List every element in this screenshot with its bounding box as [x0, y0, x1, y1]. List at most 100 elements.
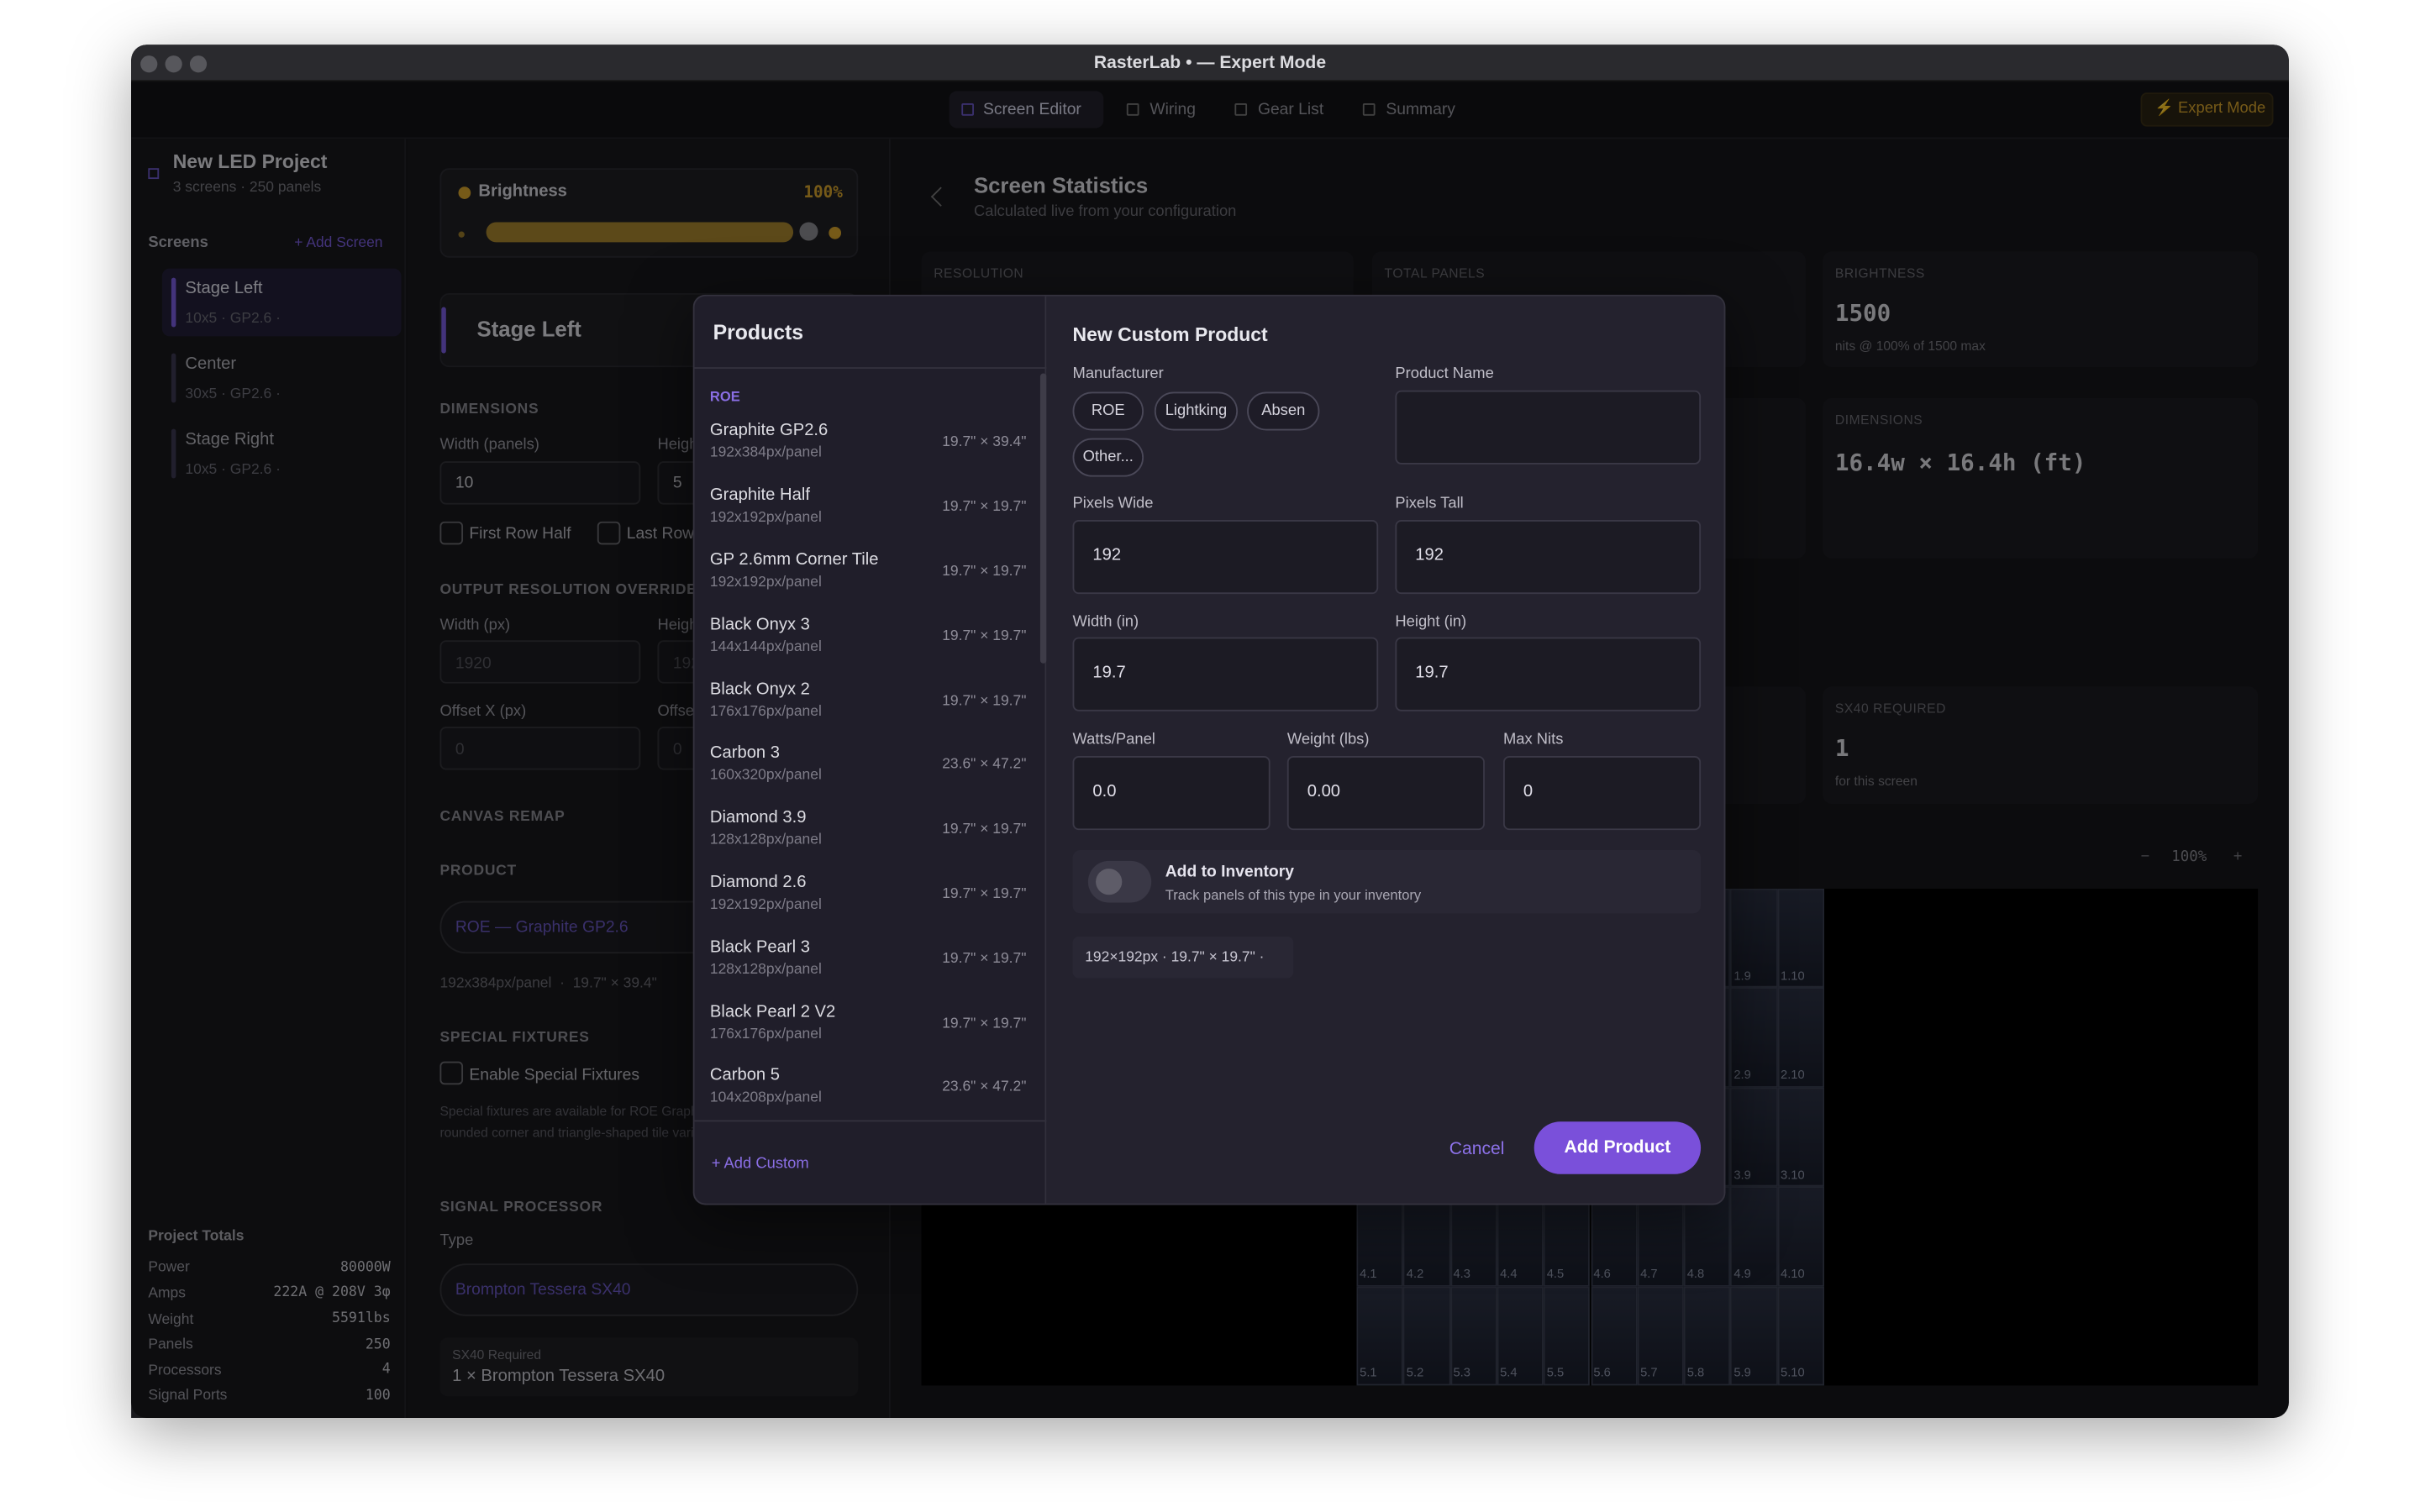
cancel-button[interactable]: Cancel	[1449, 1140, 1505, 1159]
tab[interactable]: Gear List	[1257, 99, 1324, 118]
input-value: 0.00	[1307, 782, 1341, 801]
total-label: Panels	[148, 1336, 193, 1354]
chip-label: ROE	[1091, 402, 1125, 419]
zoom-in[interactable]: +	[2233, 848, 2243, 866]
panel-cell[interactable]	[1777, 1087, 1824, 1187]
chip-label: Absen	[1261, 402, 1306, 419]
checkbox[interactable]	[439, 521, 464, 545]
panel-cell[interactable]	[1730, 988, 1778, 1088]
tab[interactable]: Summary	[1386, 99, 1455, 118]
panel-cell[interactable]	[1730, 888, 1778, 989]
product-name[interactable]: Diamond 3.9	[709, 808, 807, 827]
zoom-out[interactable]: −	[2140, 848, 2150, 866]
tab[interactable]: Wiring	[1150, 99, 1197, 118]
tab[interactable]: Screen Editor	[983, 99, 1081, 118]
panel-cell[interactable]	[1730, 1286, 1778, 1386]
screen-name[interactable]: Stage Right	[185, 430, 274, 450]
window-control[interactable]	[140, 55, 158, 73]
screen-name[interactable]: Stage Left	[185, 279, 263, 299]
input[interactable]	[439, 727, 641, 770]
submit-button[interactable]	[1534, 1121, 1702, 1174]
form-input[interactable]	[1395, 390, 1702, 465]
slider-knob[interactable]	[799, 222, 818, 241]
panel-cell[interactable]	[1544, 1286, 1591, 1386]
window-title: RasterLab • — Expert Mode	[1093, 54, 1327, 73]
product-name[interactable]: Graphite GP2.6	[709, 421, 829, 441]
panel-cell[interactable]	[1449, 1286, 1497, 1386]
stat-label: BRIGHTNESS	[1834, 265, 1925, 281]
panel-cell[interactable]	[1356, 1286, 1404, 1386]
slider-track[interactable]	[486, 222, 794, 243]
stat-label: TOTAL PANELS	[1384, 265, 1486, 281]
checkbox[interactable]	[597, 521, 621, 545]
section-title: SPECIAL FIXTURES	[439, 1029, 590, 1047]
input[interactable]	[439, 461, 641, 505]
product-name[interactable]: Black Pearl 3	[709, 937, 810, 957]
panel-cell[interactable]	[1730, 1186, 1778, 1287]
panel-cell[interactable]	[1590, 1286, 1638, 1386]
stat-card	[1823, 397, 2259, 559]
product-spec: 192x384px/panel	[709, 444, 822, 462]
screen-name[interactable]: Center	[185, 354, 237, 375]
product-pane	[694, 296, 1047, 1204]
product-spec: 128x128px/panel	[709, 832, 822, 849]
panel-cell[interactable]	[1497, 1286, 1544, 1386]
section-title: PRODUCT	[439, 863, 517, 880]
panel-cell[interactable]	[1403, 1286, 1450, 1386]
processor-select[interactable]	[439, 1263, 859, 1316]
panel-cell[interactable]	[1684, 1286, 1731, 1386]
product-size: 19.7" × 39.4"	[942, 433, 1027, 451]
product-name[interactable]: Diamond 2.6	[709, 873, 807, 892]
panel-cell[interactable]	[1777, 888, 1824, 989]
window-control[interactable]	[165, 55, 182, 73]
input-placeholder: 0	[672, 739, 682, 759]
form-input[interactable]	[1072, 756, 1270, 831]
form-input[interactable]	[1395, 637, 1702, 711]
panel-cell[interactable]	[1777, 1286, 1824, 1386]
expert-button[interactable]	[2140, 92, 2274, 127]
brightness-label: Brightness	[478, 182, 567, 202]
form-input[interactable]	[1395, 519, 1702, 595]
product-name[interactable]: Black Onyx 2	[709, 680, 810, 699]
form-input[interactable]	[1502, 756, 1702, 831]
product-selected: ROE — Graphite GP2.6	[455, 917, 629, 937]
product-name[interactable]: Black Onyx 3	[709, 615, 810, 634]
add-screen[interactable]: + Add Screen	[294, 234, 383, 253]
panel-cell[interactable]	[1777, 988, 1824, 1088]
panel-cell[interactable]	[1730, 1087, 1778, 1187]
screen-meta: 30x5 · GP2.6 ·	[185, 386, 281, 404]
product-name[interactable]: GP 2.6mm Corner Tile	[709, 550, 879, 570]
product-size: 19.7" × 19.7"	[942, 885, 1027, 903]
product-spec: 192x192px/panel	[709, 509, 822, 527]
product-name[interactable]: Graphite Half	[709, 486, 810, 505]
form-input[interactable]	[1072, 519, 1379, 595]
product-name[interactable]: Black Pearl 2 V2	[709, 1001, 836, 1021]
processor-required	[439, 1337, 859, 1397]
form-title: New Custom Product	[1072, 324, 1268, 346]
panel-cell[interactable]	[1777, 1186, 1824, 1287]
checkbox-label: First Row Half	[469, 523, 571, 543]
stat-note: nits @ 100% of 1500 max	[1834, 338, 1986, 354]
manufacturer-chip[interactable]	[1154, 391, 1239, 431]
form-input[interactable]	[1072, 637, 1379, 711]
product-spec: 192x384px/panel · 19.7" × 39.4"	[439, 975, 657, 993]
product-name[interactable]: Carbon 5	[709, 1066, 781, 1085]
checkbox[interactable]	[439, 1061, 464, 1085]
product-name[interactable]: Carbon 3	[709, 743, 781, 763]
product-spec: 192x192px/panel	[709, 896, 822, 914]
window-control[interactable]	[189, 55, 208, 73]
section-title: OUTPUT RESOLUTION OVERRIDE	[439, 582, 697, 600]
add-custom[interactable]: + Add Custom	[711, 1155, 809, 1173]
field-label: Max Nits	[1502, 731, 1564, 748]
panel-label: 4.4	[1500, 1266, 1518, 1281]
input-placeholder: 1920	[455, 654, 492, 673]
manufacturer-chip[interactable]	[1072, 391, 1144, 431]
panel-cell[interactable]	[1637, 1286, 1685, 1386]
form-input[interactable]	[1286, 756, 1485, 831]
input[interactable]	[439, 640, 641, 684]
tab-bar	[131, 81, 2289, 139]
checkbox-label: Enable Special Fixtures	[469, 1065, 639, 1084]
manufacturer-chip[interactable]	[1247, 391, 1320, 431]
active-tab	[949, 91, 1104, 129]
manufacturer-chip[interactable]	[1072, 438, 1144, 477]
